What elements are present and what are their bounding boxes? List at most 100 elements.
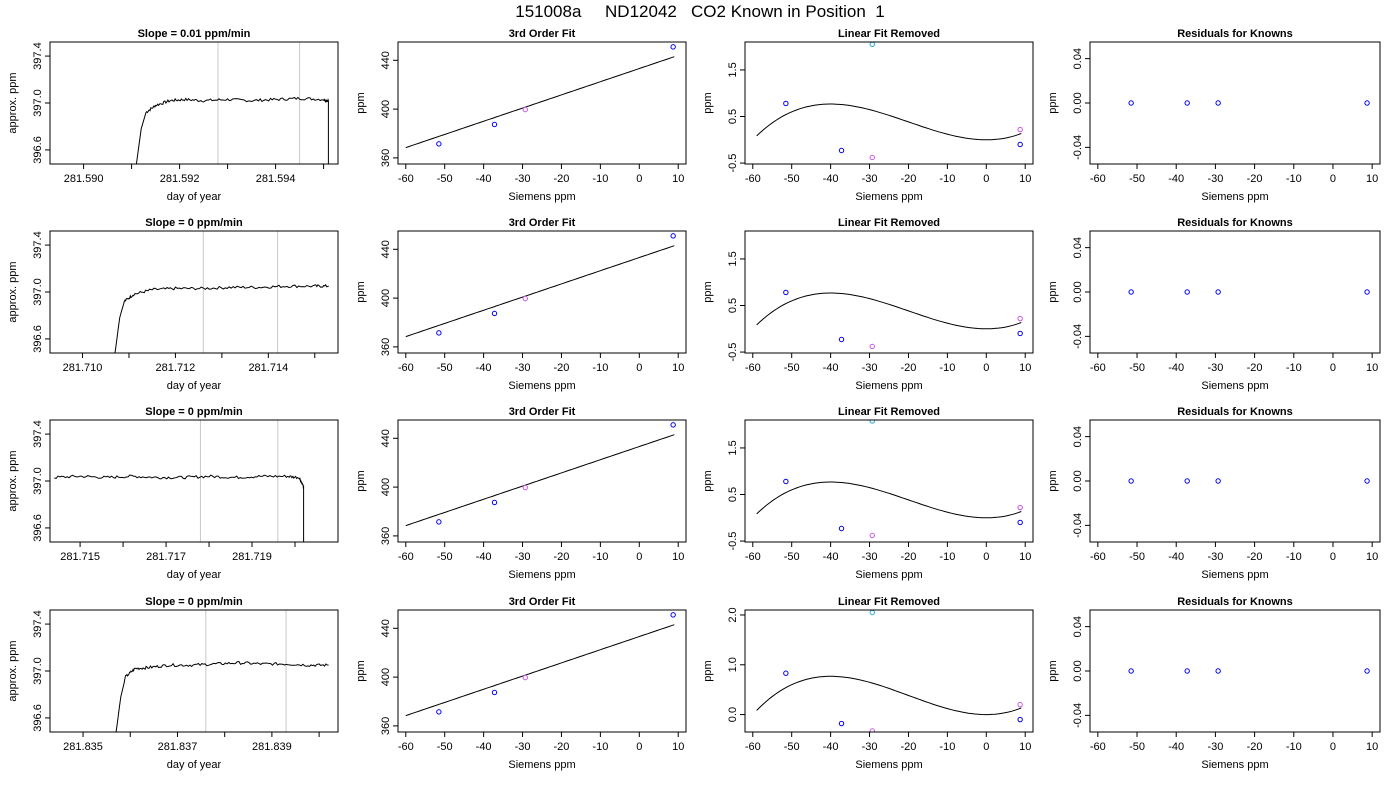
known-standard-point bbox=[1017, 519, 1023, 526]
y-tick-label: 0.00 bbox=[1072, 660, 1084, 681]
plot-area bbox=[756, 289, 1023, 350]
plot-area bbox=[1128, 478, 1370, 484]
x-tick-label: -40 bbox=[823, 362, 839, 374]
y-tick-label: -0.04 bbox=[1072, 324, 1084, 349]
concentration-trace bbox=[54, 474, 305, 542]
y-tick-label: 1.5 bbox=[727, 62, 739, 77]
y-tick-label: 1.0 bbox=[727, 657, 739, 672]
x-tick-label: -50 bbox=[784, 173, 800, 185]
x-tick-label: -60 bbox=[745, 741, 761, 753]
x-tick-label: 281.717 bbox=[146, 551, 186, 563]
plot-area bbox=[756, 610, 1023, 732]
x-tick-label: -20 bbox=[1247, 173, 1263, 185]
y-tick-label: -0.04 bbox=[1072, 703, 1084, 728]
known-standard-point bbox=[838, 720, 845, 727]
plot-frame bbox=[744, 609, 1034, 733]
y-axis-label: ppm bbox=[1047, 92, 1059, 113]
x-tick-label: -10 bbox=[1286, 362, 1302, 374]
plot-area bbox=[405, 612, 676, 717]
fit-curve bbox=[756, 481, 1022, 519]
y-axis-label: approx. ppm bbox=[7, 261, 19, 322]
x-axis-label: Siemens ppm bbox=[508, 569, 575, 581]
plot-frame bbox=[1089, 609, 1381, 733]
known-standard-point bbox=[1184, 100, 1190, 106]
known-standard-point bbox=[783, 478, 789, 485]
x-tick-label: -10 bbox=[939, 551, 955, 563]
x-tick-label: 0 bbox=[1330, 362, 1336, 374]
y-tick-label: 1.5 bbox=[727, 440, 739, 455]
subplot-1-4: Residuals for Knowns -60 -50 -40 -30 -20 -10 0 1… bbox=[1047, 28, 1381, 203]
x-tick-label: -50 bbox=[437, 362, 453, 374]
subplot-title: 3rd Order Fit bbox=[509, 406, 576, 418]
known-standard-point bbox=[838, 147, 845, 154]
x-tick-label: 0 bbox=[636, 551, 642, 563]
y-tick-label: 440 bbox=[380, 429, 392, 447]
x-tick-label: -30 bbox=[515, 362, 531, 374]
y-tick-label: 440 bbox=[380, 51, 392, 69]
x-axis-label: Siemens ppm bbox=[1201, 380, 1268, 392]
plot-frame bbox=[1089, 419, 1381, 543]
subplot-title: Linear Fit Removed bbox=[838, 406, 940, 418]
y-axis-label: approx. ppm bbox=[7, 72, 19, 133]
x-axis-label: Siemens ppm bbox=[1201, 191, 1268, 203]
x-axis-label: Siemens ppm bbox=[855, 759, 922, 771]
x-tick-label: -60 bbox=[398, 551, 414, 563]
subplot-title: Linear Fit Removed bbox=[838, 217, 940, 229]
known-standard-point bbox=[670, 233, 676, 239]
y-tick-label: 440 bbox=[380, 240, 392, 258]
x-tick-label: 0 bbox=[636, 741, 642, 753]
x-tick-label: 10 bbox=[1366, 551, 1378, 563]
x-axis-label: Siemens ppm bbox=[508, 759, 575, 771]
x-tick-label: 281.590 bbox=[64, 173, 104, 185]
subplot-3-1: Slope = 0 ppm/min 281.715 281.717 281.719 da… bbox=[7, 406, 339, 581]
sample-point bbox=[1017, 315, 1023, 322]
y-tick-label: 397.0 bbox=[32, 89, 44, 117]
y-axis-label: ppm bbox=[355, 470, 367, 491]
x-tick-label: -10 bbox=[592, 551, 608, 563]
y-tick-label: 396.6 bbox=[32, 325, 44, 353]
known-standard-point bbox=[1017, 330, 1023, 337]
y-tick-label: 360 bbox=[380, 149, 392, 167]
y-axis-label: ppm bbox=[702, 470, 714, 491]
known-standard-point bbox=[1128, 478, 1134, 484]
x-tick-label: -10 bbox=[1286, 741, 1302, 753]
x-tick-label: 0 bbox=[1330, 741, 1336, 753]
x-tick-label: 281.594 bbox=[256, 173, 296, 185]
subplot-title: Slope = 0.01 ppm/min bbox=[138, 28, 251, 40]
x-tick-label: 10 bbox=[1019, 741, 1031, 753]
subplot-title: Linear Fit Removed bbox=[838, 28, 940, 40]
plot-area bbox=[135, 42, 329, 164]
x-tick-label: 0 bbox=[983, 551, 989, 563]
y-axis-label: ppm bbox=[702, 660, 714, 681]
known-standard-point bbox=[436, 330, 442, 336]
plot-frame bbox=[49, 609, 339, 733]
x-tick-label: 0 bbox=[983, 173, 989, 185]
sample-point bbox=[522, 484, 528, 491]
x-axis-label: Siemens ppm bbox=[855, 569, 922, 581]
plot-area bbox=[1128, 289, 1370, 295]
y-axis-label: ppm bbox=[702, 92, 714, 113]
x-axis-label: day of year bbox=[167, 380, 222, 392]
plot-frame bbox=[49, 230, 339, 354]
x-tick-label: -60 bbox=[1090, 173, 1106, 185]
known-standard-point bbox=[1184, 668, 1190, 674]
subplot-4-2: 3rd Order Fit -60 -50 -40 -30 -20 -10 0 10 Siemen… bbox=[355, 596, 687, 771]
x-tick-label: 10 bbox=[1366, 173, 1378, 185]
known-standard-point bbox=[1364, 289, 1370, 295]
x-tick-label: -30 bbox=[515, 173, 531, 185]
x-tick-label: -30 bbox=[862, 362, 878, 374]
sample-point bbox=[869, 728, 875, 732]
y-tick-label: 0.04 bbox=[1072, 237, 1084, 258]
subplot-title: Residuals for Knowns bbox=[1177, 28, 1293, 40]
x-tick-label: -10 bbox=[939, 362, 955, 374]
flagged-point bbox=[869, 420, 875, 424]
x-tick-label: -40 bbox=[476, 173, 492, 185]
x-tick-label: -30 bbox=[1207, 551, 1223, 563]
known-standard-point bbox=[1017, 716, 1023, 723]
y-axis-label: ppm bbox=[355, 660, 367, 681]
plot-area bbox=[756, 420, 1023, 539]
x-tick-label: -10 bbox=[592, 173, 608, 185]
subplot-title: Residuals for Knowns bbox=[1177, 406, 1293, 418]
x-tick-label: -30 bbox=[862, 741, 878, 753]
